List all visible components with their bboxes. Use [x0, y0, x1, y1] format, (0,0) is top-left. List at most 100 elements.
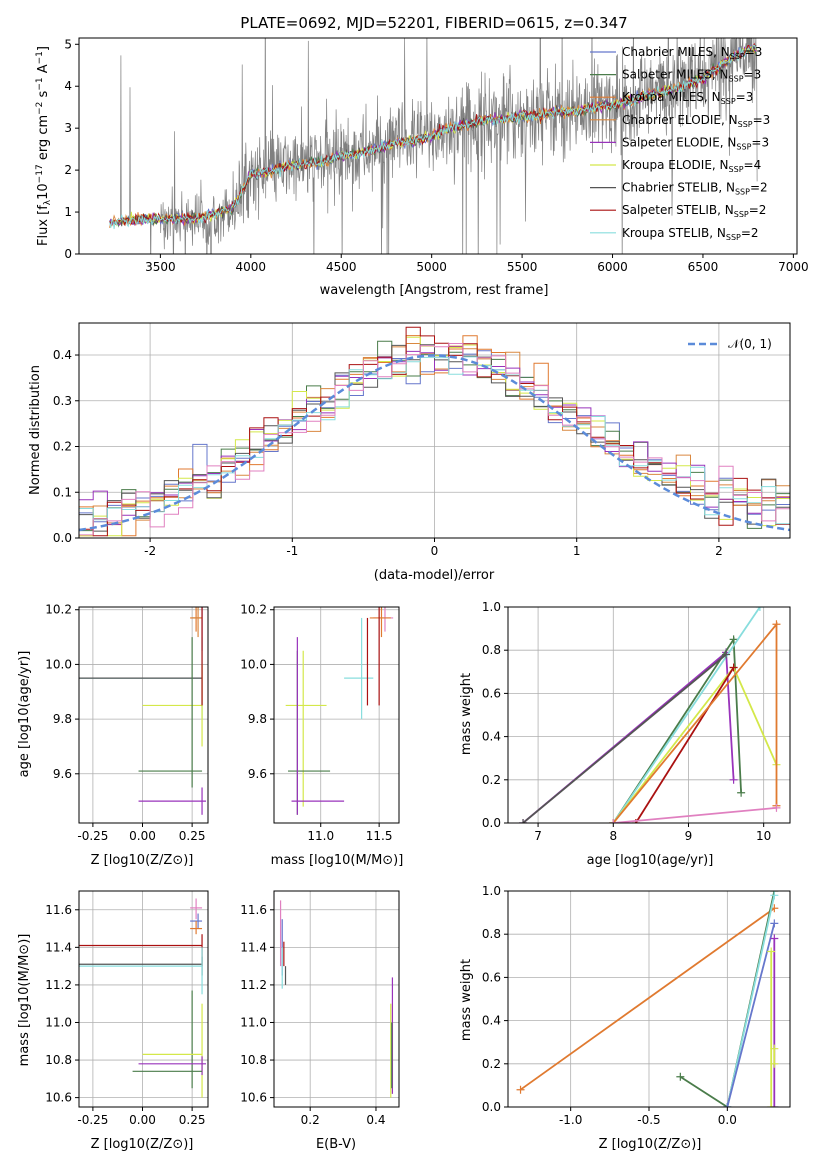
mass-vs-ebv-y-tick-label: 10.8 [240, 1053, 267, 1067]
massweight-vs-Z-y-tick-label: 0.4 [482, 1014, 501, 1028]
mass-vs-Z-y-tick-label: 11.0 [45, 1015, 72, 1029]
massweight-vs-Z-x-tick-label: -1.0 [559, 1113, 582, 1127]
massweight-vs-age-y-tick-label: 0.0 [482, 816, 501, 830]
mass-vs-ebv-y-tick-label: 11.0 [240, 1015, 267, 1029]
mass-vs-Z-y-tick-label: 11.6 [45, 903, 72, 917]
massweight-age-marker [609, 819, 618, 823]
x-axis-label-age-vs-mass: mass [log10(M/M⊙)] [271, 853, 404, 868]
legend-label-2: Salpeter MILES, NSSP=3 [622, 68, 761, 84]
age-vs-Z-x-tick-label: -0.25 [77, 829, 108, 843]
y-axis-label-mass-vs-Z: mass [log10(M/M⊙)] [17, 934, 32, 1067]
massweight-vs-age-x-tick-label: 8 [609, 829, 617, 843]
spectrum-x-tick-label: 4000 [236, 260, 267, 274]
mass-vs-ebv-y-tick-label: 11.2 [240, 978, 267, 992]
residual-histogram-1 [79, 350, 790, 538]
massweight-age-line-6 [612, 621, 778, 823]
mass-vs-ebv-frame [273, 890, 400, 1108]
massweight-vs-age-x-tick-label: 9 [685, 829, 693, 843]
massweight-Z-marker [770, 934, 779, 943]
massweight-Z-marker [767, 1103, 776, 1107]
x-axis-label-mass-vs-Z: Z [log10(Z/Z⊙)] [91, 1137, 194, 1152]
legend-label-3: Kroupa MILES, NSSP=3 [622, 90, 753, 106]
massweight-Z-marker [767, 947, 776, 956]
y-axis-label-massweight-vs-Z: mass weight [459, 959, 474, 1041]
age-vs-Z-y-tick-label: 9.8 [53, 712, 72, 726]
massweight-Z-line-4 [726, 923, 776, 1107]
spectrum-x-tick-label: 4500 [326, 260, 357, 274]
spectrum-y-tick-label: 2 [64, 163, 72, 177]
massweight-vs-Z-y-tick-label: 0.2 [482, 1057, 501, 1071]
mass-vs-ebv-plot-area [279, 900, 394, 1098]
age-vs-Z-y-tick-label: 10.2 [45, 603, 72, 617]
mass-vs-ebv-x-tick-label: 0.4 [366, 1113, 385, 1127]
residuals-y-tick-label: 0.1 [53, 485, 72, 499]
massweight-vs-age-y-tick-label: 0.2 [482, 773, 501, 787]
residuals-x-tick-label: 2 [715, 544, 723, 558]
age-vs-mass-plot-area [285, 607, 394, 815]
massweight-Z-marker [676, 1072, 685, 1081]
residuals-x-tick-label: -2 [144, 544, 156, 558]
massweight-vs-age-y-tick-label: 1.0 [482, 600, 501, 614]
legend-label-9: Kroupa STELIB, NSSP=2 [622, 226, 759, 242]
mass-vs-ebv-y-tick-label: 11.6 [240, 903, 267, 917]
massweight-vs-age-x-tick-label: 10 [756, 829, 771, 843]
x-axis-label-residuals: (data-model)/error [374, 568, 495, 583]
residuals-y-tick-label: 0.2 [53, 440, 72, 454]
massweight-age-line-8 [522, 653, 727, 823]
spectrum-y-tick-label: 3 [64, 121, 72, 135]
massweight-age-line-3 [612, 607, 761, 823]
residuals-axes: -2 -1 0 1 2 0.0 0.1 0.2 0.3 0.4 [53, 322, 791, 558]
age-vs-mass-y-tick-label: 9.8 [248, 712, 267, 726]
mass-vs-Z-x-tick-label: -0.25 [77, 1113, 108, 1127]
legend-label-gaussian: 𝒩(0, 1) [728, 337, 772, 351]
massweight-vs-Z-y-tick-label: 0.0 [482, 1100, 501, 1114]
age-vs-Z-x-tick-label: 0.00 [129, 829, 156, 843]
massweight-Z-marker [770, 891, 779, 900]
legend-label-4: Chabrier ELODIE, NSSP=3 [622, 113, 770, 129]
y-axis-label-spectrum: Flux [fλ10−17 erg cm−2 s−1 A−1] [35, 46, 53, 246]
age-vs-mass-x-tick-label: 11.5 [366, 829, 393, 843]
mass-vs-ebv-x-tick-label: 0.2 [301, 1113, 320, 1127]
model-spectrum-9 [109, 44, 757, 230]
age-vs-Z-plot-area [79, 607, 207, 815]
gaussian-curve [79, 354, 790, 532]
spectrum-x-tick-label: 5000 [416, 260, 447, 274]
massweight-vs-Z-y-tick-label: 1.0 [482, 884, 501, 898]
massweight-age-marker [519, 819, 528, 823]
residual-histogram-10 [79, 343, 790, 538]
mass-vs-Z-y-tick-label: 10.6 [45, 1091, 72, 1105]
massweight-vs-Z-y-tick-label: 0.6 [482, 970, 501, 984]
age-vs-mass-frame [273, 606, 400, 824]
mass-vs-Z-x-tick-label: 0.25 [179, 1113, 206, 1127]
massweight-vs-age-plot-area [519, 607, 781, 823]
y-axis-label-residuals: Normed distribution [28, 365, 43, 495]
mass-vs-Z-axes: -0.25 0.00 0.25 10.6 10.8 11.0 11.2 11.4 11.6 [45, 890, 209, 1127]
residuals-plot-area [79, 326, 790, 538]
residuals-y-tick-label: 0.0 [53, 531, 72, 545]
mass-vs-Z-plot-area [79, 898, 207, 1098]
massweight-vs-age-y-tick-label: 0.6 [482, 686, 501, 700]
massweight-vs-Z-x-tick-label: -0.5 [637, 1113, 660, 1127]
spectrum-axes: 3500 4000 4500 5000 5500 6000 6500 7000 0 1 2 3 4 5 [64, 37, 809, 274]
spectrum-x-tick-label: 7000 [778, 260, 809, 274]
age-vs-mass-y-tick-label: 9.6 [248, 767, 267, 781]
massweight-vs-Z-plot-area [516, 891, 779, 1107]
massweight-age-marker [729, 775, 738, 784]
age-vs-Z-x-tick-label: 0.25 [179, 829, 206, 843]
mass-vs-ebv-y-tick-label: 10.6 [240, 1091, 267, 1105]
y-axis-label-massweight-vs-age: mass weight [459, 673, 474, 755]
massweight-vs-Z-x-tick-label: 0.0 [718, 1113, 737, 1127]
massweight-age-marker [772, 803, 781, 812]
age-vs-Z-y-tick-label: 9.6 [53, 767, 72, 781]
residuals-y-tick-label: 0.3 [53, 394, 72, 408]
massweight-vs-age-y-tick-label: 0.4 [482, 730, 501, 744]
x-axis-label-spectrum: wavelength [Angstrom, rest frame] [320, 283, 549, 298]
mass-vs-Z-y-tick-label: 10.8 [45, 1053, 72, 1067]
age-vs-mass-y-tick-label: 10.0 [240, 657, 267, 671]
age-vs-Z-y-tick-label: 10.0 [45, 657, 72, 671]
massweight-Z-line-3 [726, 895, 776, 1107]
massweight-Z-line-1 [519, 907, 775, 1091]
age-vs-Z-frame [78, 606, 209, 824]
residuals-y-tick-label: 0.4 [53, 348, 72, 362]
